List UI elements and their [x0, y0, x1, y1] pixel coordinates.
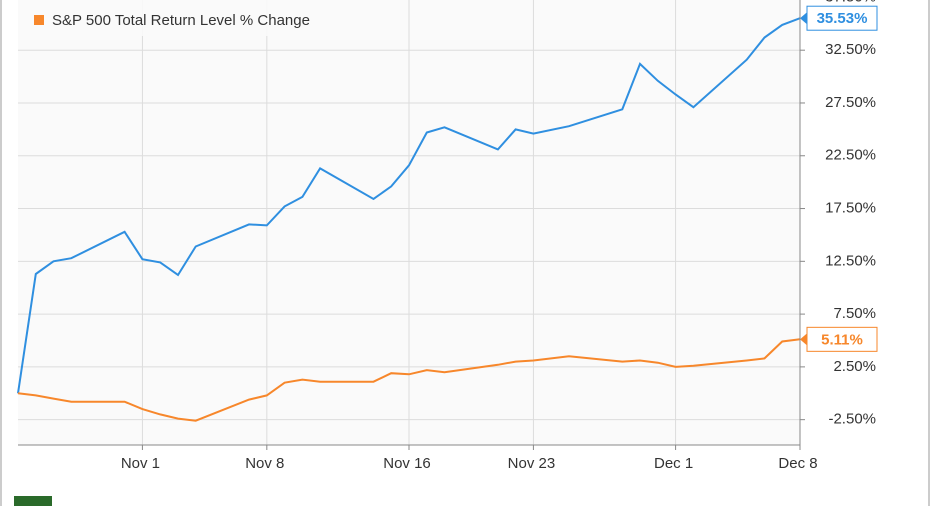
y-tick-label: 12.50% [825, 252, 876, 269]
last-value-pointer [800, 12, 807, 25]
x-tick-label: Nov 23 [508, 455, 556, 472]
y-tick-label: 32.50% [825, 41, 876, 58]
last-value-box [806, 5, 878, 31]
series-line [17, 338, 801, 422]
last-value-label: 35.53% [817, 10, 868, 27]
grid [18, 0, 805, 450]
last-value-box [806, 326, 878, 352]
y-tick-label: 37.50% [825, 0, 876, 5]
legend-box [20, 0, 400, 36]
x-tick-label: Dec 1 [654, 455, 693, 472]
lines [17, 17, 801, 422]
x-tick-label: Dec 8 [778, 455, 817, 472]
last-value-label: 5.11% [821, 331, 863, 348]
y-tick-label: -2.50% [828, 411, 876, 428]
legend-label: S&P 500 Total Return Level % Change [52, 12, 310, 29]
x-tick-label: Nov 16 [383, 455, 431, 472]
y-tick-label: 22.50% [825, 147, 876, 164]
y-tick-label: 27.50% [825, 94, 876, 111]
last-value-pointer [800, 333, 807, 346]
x-tick-label: Nov 1 [121, 455, 160, 472]
logo [14, 496, 52, 506]
legend-swatch [34, 15, 44, 25]
y-tick-label: 17.50% [825, 200, 876, 217]
series-line [17, 17, 801, 394]
y-tick-label: 2.50% [833, 358, 876, 375]
x-tick-label: Nov 8 [245, 455, 284, 472]
labels: -2.50% 2.50% 7.50% 12.50% 17.50% 22.50% 27.50%… [121, 0, 878, 472]
y-tick-label: 7.50% [833, 305, 876, 322]
